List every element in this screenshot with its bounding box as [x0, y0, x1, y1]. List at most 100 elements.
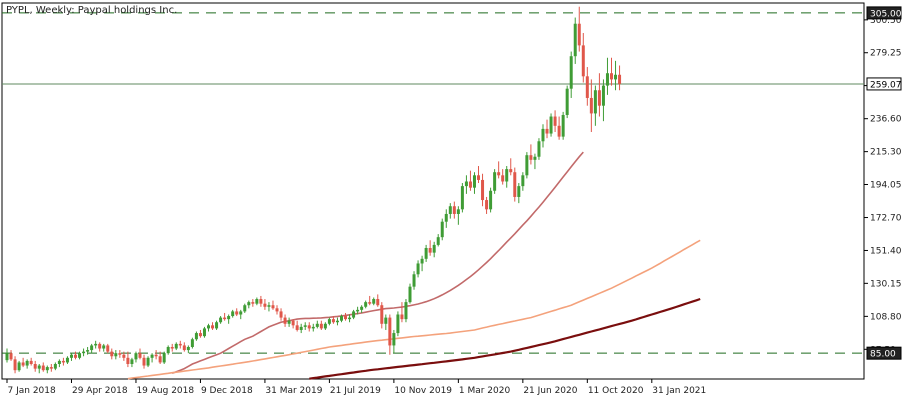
candle-body — [37, 365, 41, 369]
moving-average-dark — [309, 297, 701, 380]
candle-body — [360, 306, 364, 310]
candle-body — [335, 320, 339, 323]
candle-body — [295, 325, 299, 330]
candle-body — [533, 156, 537, 160]
candle-body — [585, 76, 589, 98]
candle-body — [517, 186, 521, 197]
candle-body — [279, 311, 283, 318]
candle-body — [541, 128, 545, 142]
x-tick-label: 21 Jul 2019 — [330, 386, 381, 396]
candle-body — [549, 116, 553, 134]
y-tick-label: 279.25 — [870, 49, 902, 59]
candle-body — [182, 345, 186, 351]
y-tick-label: 215.30 — [870, 148, 902, 158]
candle-body — [198, 333, 202, 337]
x-tick-label: 1 Mar 2020 — [459, 386, 511, 396]
candle-body — [154, 354, 158, 357]
candle-body — [223, 317, 227, 320]
y-tick-label: 300.50 — [870, 16, 902, 26]
candle-body — [601, 85, 605, 106]
candle-body — [49, 367, 53, 369]
candle-body — [134, 353, 138, 360]
level-tag-low: 85.00 — [870, 350, 896, 360]
y-tick-label: 236.60 — [870, 115, 902, 125]
candle-body — [529, 155, 533, 160]
level-tag-high-box — [866, 6, 902, 20]
candle-body — [356, 309, 360, 312]
candle-body — [275, 308, 279, 312]
candle-body — [364, 302, 368, 307]
candle-body — [565, 88, 569, 115]
candle-body — [211, 325, 215, 329]
x-tick-label: 10 Nov 2019 — [394, 386, 452, 396]
candle-body — [142, 357, 146, 366]
candle-body — [618, 74, 622, 84]
x-tick-label: 19 Aug 2018 — [136, 386, 194, 396]
candle-body — [74, 354, 78, 358]
candle-body — [122, 354, 126, 358]
candle-body — [53, 363, 57, 369]
y-tick-label: 194.05 — [870, 181, 902, 191]
candle-body — [13, 359, 17, 371]
candle-body — [17, 362, 21, 371]
candle-body — [323, 323, 327, 329]
candle-body — [287, 320, 291, 324]
candle-body — [239, 311, 243, 315]
candle-body — [231, 311, 235, 317]
x-tick-label: 21 Jun 2020 — [523, 386, 577, 396]
candle-body — [251, 302, 255, 304]
candle-body — [114, 353, 118, 357]
price-tags: 305.00 259.07 85.00 — [866, 6, 902, 360]
candle-body — [33, 363, 37, 369]
candle-body — [190, 339, 194, 347]
candle-body — [69, 354, 73, 358]
moving-average-orange — [127, 239, 701, 380]
candle-body — [235, 311, 239, 315]
candle-body — [331, 319, 335, 323]
x-tick-label: 11 Oct 2020 — [588, 386, 644, 396]
candle-body — [420, 258, 424, 264]
candle-body — [610, 73, 613, 80]
candle-body — [45, 367, 49, 371]
candle-body — [448, 206, 452, 214]
candle-body — [493, 172, 497, 191]
candle-body — [106, 345, 110, 352]
candle-body — [174, 343, 178, 349]
x-tick-label: 29 Apr 2018 — [72, 386, 128, 396]
candle-body — [186, 346, 190, 351]
candle-body — [283, 317, 287, 324]
candle-body — [501, 175, 505, 182]
candle-body — [207, 325, 210, 329]
candle-body — [605, 73, 609, 86]
candle-body — [82, 351, 86, 354]
plot-frame — [1, 2, 865, 380]
candle-body — [468, 181, 472, 188]
candle-body — [521, 175, 525, 187]
candle-body — [61, 360, 65, 363]
candle-body — [158, 356, 162, 363]
candle-body — [150, 354, 154, 358]
candle-body — [178, 343, 182, 346]
candle-body — [412, 274, 416, 287]
candle-body — [327, 319, 331, 324]
candle-body — [162, 353, 166, 363]
candle-body — [436, 237, 440, 245]
candle-body — [424, 247, 428, 259]
candle-body — [404, 302, 408, 320]
candle-body — [299, 326, 303, 330]
candle-body — [589, 97, 593, 114]
candle-body — [255, 299, 259, 304]
y-tick-label: 172.70 — [870, 214, 902, 224]
candle-body — [416, 263, 420, 275]
moving-average-red — [171, 151, 584, 375]
candle-body — [444, 213, 448, 222]
candle-body — [21, 362, 25, 366]
candle-body — [9, 353, 13, 360]
candle-body — [138, 353, 142, 358]
candle-body — [247, 302, 251, 306]
candle-body — [384, 317, 388, 324]
candle-body — [525, 155, 529, 176]
candle-body — [291, 320, 295, 326]
candle-body — [428, 247, 432, 253]
